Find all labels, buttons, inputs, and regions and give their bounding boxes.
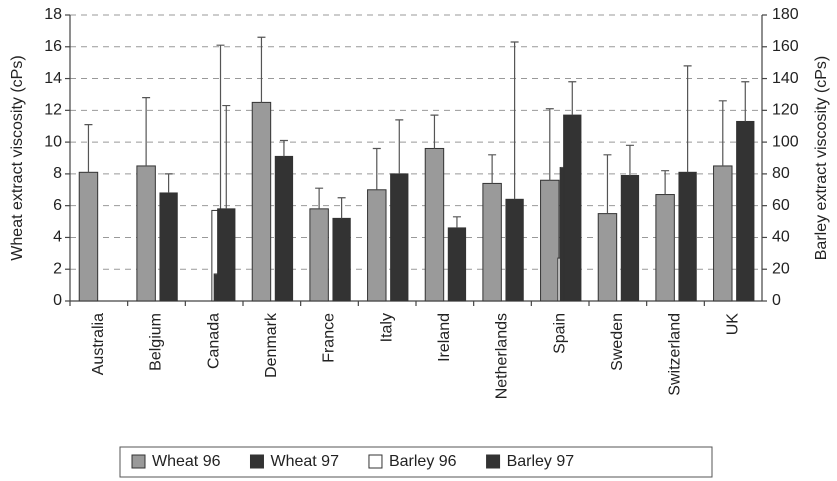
x-tick-label: Spain	[551, 313, 568, 354]
y2-tick-label: 80	[772, 165, 790, 182]
bar	[597, 213, 618, 302]
error-bar	[741, 81, 750, 122]
error-bar	[164, 173, 173, 193]
error-bar	[488, 154, 497, 184]
y2-tick-label: 140	[772, 70, 799, 87]
legend-label: Wheat 97	[270, 453, 339, 470]
error-bar	[603, 154, 612, 214]
y2-tick-label: 20	[772, 260, 790, 277]
bar	[424, 147, 445, 302]
y2-tick-label: 0	[772, 292, 781, 309]
error-bar	[216, 44, 225, 211]
x-tick-label: Netherlands	[494, 313, 511, 399]
y-tick-label: 12	[44, 102, 62, 119]
error-bar	[222, 104, 231, 209]
bar	[563, 114, 582, 302]
error-bar	[395, 119, 404, 174]
legend-swatch	[368, 454, 383, 469]
y-tick-label: 6	[53, 197, 62, 214]
error-bar	[279, 139, 288, 157]
y2-tick-label: 120	[772, 102, 799, 119]
legend-label: Wheat 96	[152, 453, 221, 470]
bar	[736, 120, 755, 302]
bar	[482, 182, 502, 302]
bar	[447, 227, 467, 302]
error-bar	[718, 100, 727, 166]
bar	[367, 189, 387, 302]
error-bar	[257, 36, 266, 103]
bar	[159, 192, 178, 302]
error-bar	[430, 114, 439, 149]
x-tick-label: Belgium	[148, 313, 165, 371]
bar	[540, 179, 560, 302]
legend-box	[119, 446, 713, 478]
legend-swatch	[131, 454, 146, 469]
x-tick-label: Canada	[205, 313, 222, 369]
bar	[78, 171, 99, 302]
y-tick-label: 16	[44, 38, 62, 55]
bar	[678, 171, 697, 302]
error-bar	[315, 187, 324, 209]
error-bar	[661, 170, 670, 195]
legend-swatch	[486, 454, 501, 469]
bar	[251, 101, 272, 302]
bar	[390, 173, 409, 302]
bar	[274, 155, 294, 302]
x-tick-label: UK	[724, 313, 741, 336]
y-tick-label: 8	[53, 165, 62, 182]
bar	[332, 217, 351, 302]
x-tick-label: Denmark	[263, 312, 280, 378]
y-tick-label: 0	[53, 292, 62, 309]
bar	[217, 208, 236, 302]
x-tick-label: Switzerland	[667, 313, 684, 396]
error-bar	[142, 97, 151, 166]
y2-axis-title: Barley extract viscosity (cPs)	[813, 56, 830, 260]
y2-tick-label: 40	[772, 229, 790, 246]
y-axis-title: Wheat extract viscosity (cPs)	[9, 55, 26, 260]
bar	[713, 165, 733, 302]
x-tick-label: Ireland	[436, 313, 453, 362]
y2-tick-label: 100	[772, 133, 799, 150]
error-bar	[625, 144, 634, 176]
bar	[309, 208, 329, 302]
y-tick-label: 10	[44, 133, 62, 150]
y-tick-label: 2	[53, 260, 62, 277]
legend-swatch	[249, 454, 264, 469]
x-tick-label: Sweden	[609, 313, 626, 371]
error-bar	[510, 41, 519, 200]
error-bar	[84, 124, 93, 173]
bar	[620, 174, 640, 302]
error-bar	[372, 147, 381, 190]
x-tick-label: France	[321, 313, 338, 363]
y-tick-label: 14	[44, 70, 62, 87]
bar	[655, 194, 675, 302]
legend-label: Barley 96	[389, 453, 457, 470]
y-tick-label: 18	[44, 6, 62, 23]
bar	[505, 198, 524, 302]
bar	[136, 165, 156, 302]
error-bar	[568, 81, 577, 116]
legend-label: Barley 97	[507, 453, 575, 470]
x-tick-label: Italy	[378, 313, 395, 342]
error-bar	[337, 197, 346, 219]
x-tick-label: Australia	[90, 313, 107, 375]
y2-tick-label: 180	[772, 6, 799, 23]
y-tick-label: 4	[53, 229, 62, 246]
legend: Wheat 96 Wheat 97 Barley 96 Barley 97	[119, 446, 713, 478]
error-bar	[452, 216, 461, 228]
error-bar	[683, 65, 692, 173]
y2-tick-label: 160	[772, 38, 799, 55]
error-bar	[545, 108, 554, 181]
y2-tick-label: 60	[772, 197, 790, 214]
